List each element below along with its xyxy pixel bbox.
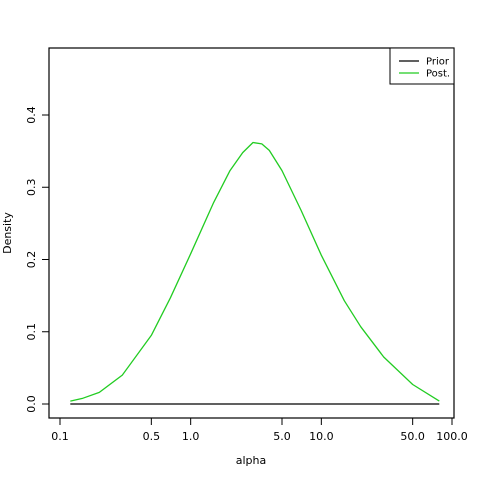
y-tick-label: 0.4 <box>25 106 38 124</box>
x-tick-label: 10.0 <box>309 430 334 443</box>
x-tick-label: 1.0 <box>182 430 200 443</box>
y-tick-label: 0.1 <box>25 323 38 341</box>
y-tick-label: 0.0 <box>25 395 38 413</box>
x-tick-label: 100.0 <box>436 430 468 443</box>
y-axis-title: Density <box>1 212 14 254</box>
x-tick-label: 50.0 <box>400 430 425 443</box>
x-axis-title: alpha <box>236 454 267 467</box>
legend-box <box>389 47 455 85</box>
series-line-post <box>70 141 440 402</box>
x-tick-label: 0.1 <box>51 430 69 443</box>
y-axis: 0.0 0.1 0.2 0.3 0.4 <box>25 106 49 413</box>
plot-frame <box>48 47 455 419</box>
y-tick-label: 0.2 <box>25 251 38 269</box>
series-layer <box>70 141 440 405</box>
x-axis: 0.1 0.5 1.0 5.0 10.0 50.0 100.0 <box>51 418 468 443</box>
legend-label-post: Post. <box>426 69 450 80</box>
x-tick-label: 5.0 <box>273 430 291 443</box>
x-tick-label: 0.5 <box>143 430 161 443</box>
legend-label-prior: Prior <box>426 57 450 68</box>
y-tick-label: 0.3 <box>25 179 38 197</box>
